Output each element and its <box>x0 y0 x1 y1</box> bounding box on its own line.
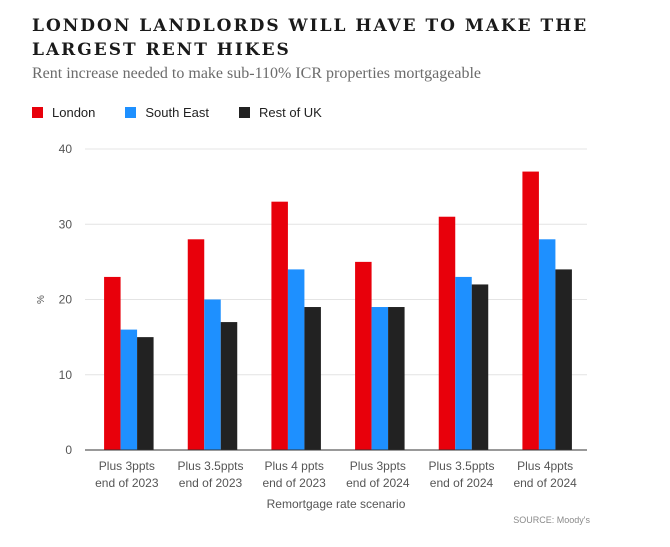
legend-item: South East <box>125 105 209 120</box>
bar <box>355 261 372 450</box>
x-tick-label: Plus 3.5ppts <box>177 459 243 473</box>
bar <box>204 299 221 450</box>
x-tick-label: end of 2024 <box>513 476 577 490</box>
legend-item: London <box>32 105 95 120</box>
legend-item: Rest of UK <box>239 105 322 120</box>
bar <box>187 239 205 450</box>
legend-label: London <box>52 105 96 120</box>
bar <box>388 307 405 450</box>
bar <box>538 239 556 450</box>
bar <box>371 307 389 450</box>
chart-subtitle: Rent increase needed to make sub-110% IC… <box>32 65 482 82</box>
y-axis-label: % <box>36 295 47 304</box>
y-tick-label: 30 <box>59 217 73 231</box>
bar <box>220 322 238 450</box>
chart-legend: London South East Rest of UK <box>32 105 352 120</box>
bar <box>287 269 305 450</box>
bar <box>455 276 472 450</box>
x-tick-label: Plus 3ppts <box>350 459 406 473</box>
y-tick-label: 10 <box>59 368 73 382</box>
bar <box>438 216 456 450</box>
bar <box>471 284 489 450</box>
legend-swatch <box>239 107 250 118</box>
x-axis-label: Remortgage rate scenario <box>267 497 406 511</box>
x-tick-label: end of 2024 <box>346 476 410 490</box>
x-tick-label: Plus 4 ppts <box>264 459 323 473</box>
x-tick-label: end of 2023 <box>262 476 326 490</box>
x-tick-label: end of 2023 <box>95 476 159 490</box>
y-tick-label: 40 <box>59 142 73 156</box>
x-tick-label: Plus 4ppts <box>517 459 573 473</box>
x-tick-label: end of 2023 <box>179 476 243 490</box>
legend-label: South East <box>145 105 209 120</box>
legend-label: Rest of UK <box>259 105 322 120</box>
legend-swatch <box>125 107 137 118</box>
y-tick-label: 0 <box>65 443 72 457</box>
x-tick-label: end of 2024 <box>430 476 494 490</box>
bar <box>137 337 154 450</box>
bar <box>555 269 572 450</box>
bar <box>104 276 121 450</box>
bar <box>304 307 321 450</box>
bar <box>522 171 539 450</box>
x-tick-label: Plus 3ppts <box>99 459 155 473</box>
chart-title: LONDON LANDLORDS WILL HAVE TO MAKE THE L… <box>32 16 589 60</box>
bar <box>120 329 138 450</box>
x-tick-label: Plus 3.5ppts <box>428 459 494 473</box>
legend-swatch <box>32 107 43 118</box>
bar <box>271 201 288 450</box>
source-note: SOURCE: Moody's <box>513 515 590 525</box>
y-tick-label: 20 <box>59 293 73 307</box>
